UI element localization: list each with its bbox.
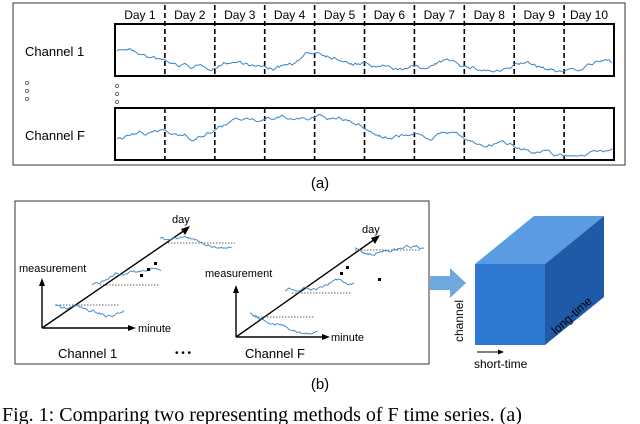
day-series	[284, 278, 355, 293]
axis-label-day: day	[172, 214, 190, 226]
axis-label-day: day	[362, 224, 380, 236]
day-label: Day 7	[424, 8, 456, 22]
arrowhead-icon	[498, 349, 504, 355]
plot-label-channel-1: Channel 1	[58, 346, 117, 361]
transform-arrow-icon	[430, 268, 466, 298]
day-label: Day 3	[224, 8, 256, 22]
axis-label-channel: channel	[452, 300, 466, 342]
day-label: Day 9	[524, 8, 556, 22]
plot-label-channel-f: Channel F	[245, 346, 305, 361]
day-label: Day 5	[324, 8, 356, 22]
tensor-cube: channel short-time long-time	[452, 216, 604, 371]
panel-b: measurement minute day Channel 1 • • • m…	[14, 200, 430, 365]
arrowhead-icon	[128, 325, 136, 331]
arrowhead-icon	[322, 334, 330, 340]
channel-f-label: Channel F	[25, 128, 85, 143]
arrowhead-icon	[39, 278, 45, 286]
day-series	[54, 304, 125, 318]
axis-label-short-time: short-time	[474, 357, 528, 371]
day-series	[354, 244, 424, 256]
day-labels: Day 1 Day 2 Day 3 Day 4 Day 5 Day 6 Day 7 Day 8…	[124, 8, 608, 22]
cube-top-face	[475, 216, 604, 264]
channel-1-label: Channel 1	[25, 44, 84, 59]
panel-a: Day 1 Day 2 Day 3 Day 4 Day 5 Day 6 Day 7 Day 8…	[12, 2, 626, 166]
diagonal-ellipsis	[340, 266, 381, 281]
plot-channel-1: measurement minute day Channel 1	[19, 214, 235, 361]
plot-channel-f: measurement minute day Channel F	[205, 224, 424, 361]
day-series	[249, 312, 318, 335]
day-series	[159, 235, 232, 249]
cube-front-face	[475, 264, 545, 345]
axis-day	[235, 238, 376, 338]
day-label: Day 1	[124, 8, 156, 22]
axis-label-minute: minute	[138, 323, 171, 335]
day-dividers	[164, 5, 565, 160]
panel-a-label: (a)	[311, 175, 329, 192]
panel-b-label: (b)	[311, 376, 329, 393]
channel-1-series	[116, 48, 613, 73]
axis-day	[41, 229, 186, 329]
arrowhead-icon	[233, 285, 239, 293]
day-label: Day 10	[570, 8, 608, 22]
panel-a-frame	[12, 2, 626, 166]
arrowhead-icon	[371, 235, 380, 244]
axis-label-minute: minute	[331, 332, 364, 344]
day-label: Day 6	[374, 8, 406, 22]
horizontal-ellipsis: • • •	[175, 348, 192, 359]
channel-f-series	[116, 113, 613, 157]
axis-label-measurement: measurement	[205, 268, 272, 280]
day-label: Day 2	[174, 8, 206, 22]
axis-label-measurement: measurement	[19, 263, 86, 275]
arrowhead-icon	[181, 226, 190, 235]
vertical-ellipsis-right	[115, 84, 120, 105]
day-label: Day 4	[274, 8, 306, 22]
panel-b-frame	[14, 200, 430, 365]
cube-side-face	[545, 216, 604, 345]
vertical-ellipsis-left	[24, 81, 29, 102]
figure-caption: Fig. 1: Comparing two representing metho…	[2, 404, 522, 424]
diagonal-ellipsis	[140, 262, 157, 277]
day-label: Day 8	[474, 8, 506, 22]
